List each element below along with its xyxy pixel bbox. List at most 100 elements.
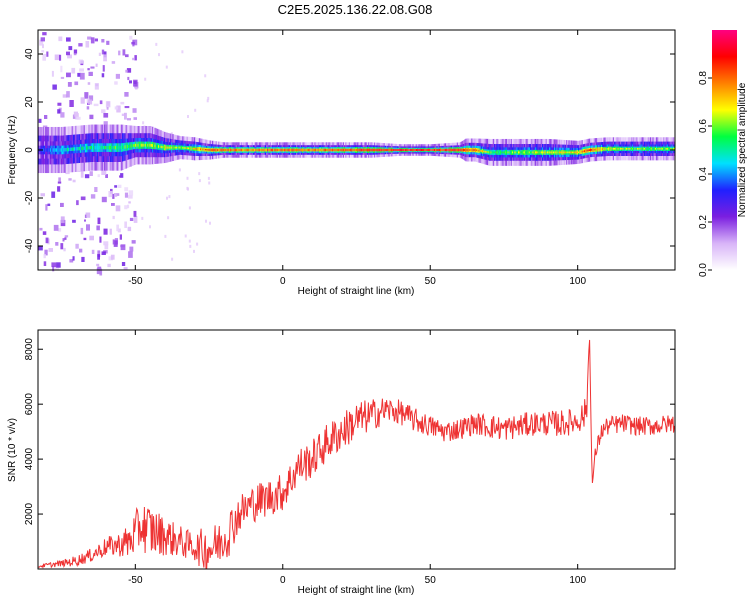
heatmap-cell [48, 148, 51, 152]
heatmap-cell [574, 151, 576, 154]
heatmap-cell [250, 149, 252, 151]
heatmap-cell [52, 266, 55, 272]
heatmap-cell [316, 149, 318, 151]
heatmap-cell [620, 147, 622, 150]
heatmap-cell [142, 143, 144, 147]
heatmap-cell [189, 147, 191, 150]
heatmap-cell [66, 72, 71, 78]
heatmap-cell [87, 68, 90, 71]
heatmap-cell [202, 148, 204, 151]
heatmap-cell [103, 228, 108, 235]
heatmap-cell [478, 149, 480, 152]
heatmap-cell [90, 145, 93, 150]
heatmap-cell [638, 147, 640, 150]
heatmap-cell [101, 251, 106, 255]
heatmap-cell [38, 118, 42, 123]
heatmap-cell [40, 193, 45, 197]
heatmap-cell [102, 145, 105, 150]
heatmap-cell [530, 151, 532, 154]
heatmap-cell [586, 149, 588, 152]
heatmap-cell [38, 245, 43, 251]
heatmap-cell [115, 73, 120, 79]
heatmap-cell [214, 149, 216, 151]
heatmap-cell [395, 149, 398, 151]
heatmap-cell [96, 225, 100, 231]
heatmap-cell [113, 145, 116, 150]
heatmap-cell [570, 151, 573, 154]
heatmap-cell [110, 254, 115, 260]
heatmap-cell [62, 148, 64, 152]
heatmap-cell [554, 151, 556, 154]
heatmap-cell [351, 149, 353, 151]
snr-x-axis-title: Height of straight line (km) [298, 585, 415, 596]
heatmap-cell [132, 108, 137, 113]
heatmap-cell [420, 149, 423, 151]
heatmap-cell [555, 151, 557, 154]
heatmap-cell [525, 151, 527, 154]
heatmap-cell [635, 147, 638, 150]
heatmap-cell [124, 112, 127, 120]
heatmap-cell [144, 77, 147, 81]
heatmap-cell [212, 149, 214, 151]
heatmap-cell [43, 254, 46, 259]
heatmap-cell [659, 147, 662, 150]
heatmap-cell [100, 145, 102, 150]
heatmap-cell [120, 101, 125, 105]
heatmap-cell [406, 149, 408, 151]
heatmap-cell [146, 143, 148, 147]
heatmap-cell [99, 236, 102, 243]
heatmap-cell [130, 144, 132, 148]
heatmap-cell [165, 146, 167, 149]
heatmap-cell [482, 150, 484, 153]
heatmap-cell [260, 149, 262, 151]
heatmap-cell [60, 112, 65, 118]
heatmap-cell [66, 147, 69, 152]
heatmap-cell [465, 149, 467, 151]
heatmap-cell [636, 147, 639, 150]
heatmap-cell [111, 61, 116, 64]
heatmap-cell [401, 149, 404, 151]
heatmap-cell [117, 184, 122, 188]
heatmap-cell [124, 205, 128, 210]
heatmap-cell [104, 244, 109, 250]
heatmap-cell [125, 69, 128, 73]
heatmap-cell [269, 149, 272, 151]
heatmap-cell [669, 147, 671, 150]
heatmap-cell [179, 146, 182, 149]
heatmap-cell [60, 76, 65, 79]
heatmap-cell [134, 55, 137, 61]
heatmap-cell [203, 148, 206, 151]
heatmap-cell [78, 59, 83, 64]
snr-frame [37, 329, 676, 570]
heatmap-cell [320, 149, 322, 151]
heatmap-cell [57, 186, 61, 192]
heatmap-cell [408, 149, 411, 151]
heatmap-cell [208, 149, 210, 151]
heatmap-cell [491, 151, 494, 154]
heatmap-cell [196, 242, 199, 246]
heatmap-cell [83, 237, 87, 241]
heatmap-cell [268, 149, 270, 151]
heatmap-cell [453, 149, 455, 151]
y-tick-label: 6000 [24, 393, 35, 416]
heatmap-cell [120, 145, 123, 150]
heatmap-cell [165, 65, 168, 69]
heatmap-cell [410, 149, 412, 151]
heatmap-cell [652, 147, 654, 150]
heatmap-cell [101, 196, 107, 203]
heatmap-cell [323, 149, 326, 151]
heatmap-cell [133, 216, 138, 223]
heatmap-cell [430, 149, 432, 151]
heatmap-cell [101, 73, 105, 78]
heatmap-cell [89, 114, 94, 120]
heatmap-cell [189, 244, 192, 248]
heatmap-cell [101, 169, 107, 175]
heatmap-cell [488, 151, 490, 154]
heatmap-cell [44, 148, 46, 152]
heatmap-cell [194, 108, 197, 112]
heatmap-cell [69, 147, 71, 152]
heatmap-cell [59, 54, 62, 61]
heatmap-cell [402, 149, 405, 151]
heatmap-cell [302, 149, 304, 151]
heatmap-cell [98, 52, 101, 56]
